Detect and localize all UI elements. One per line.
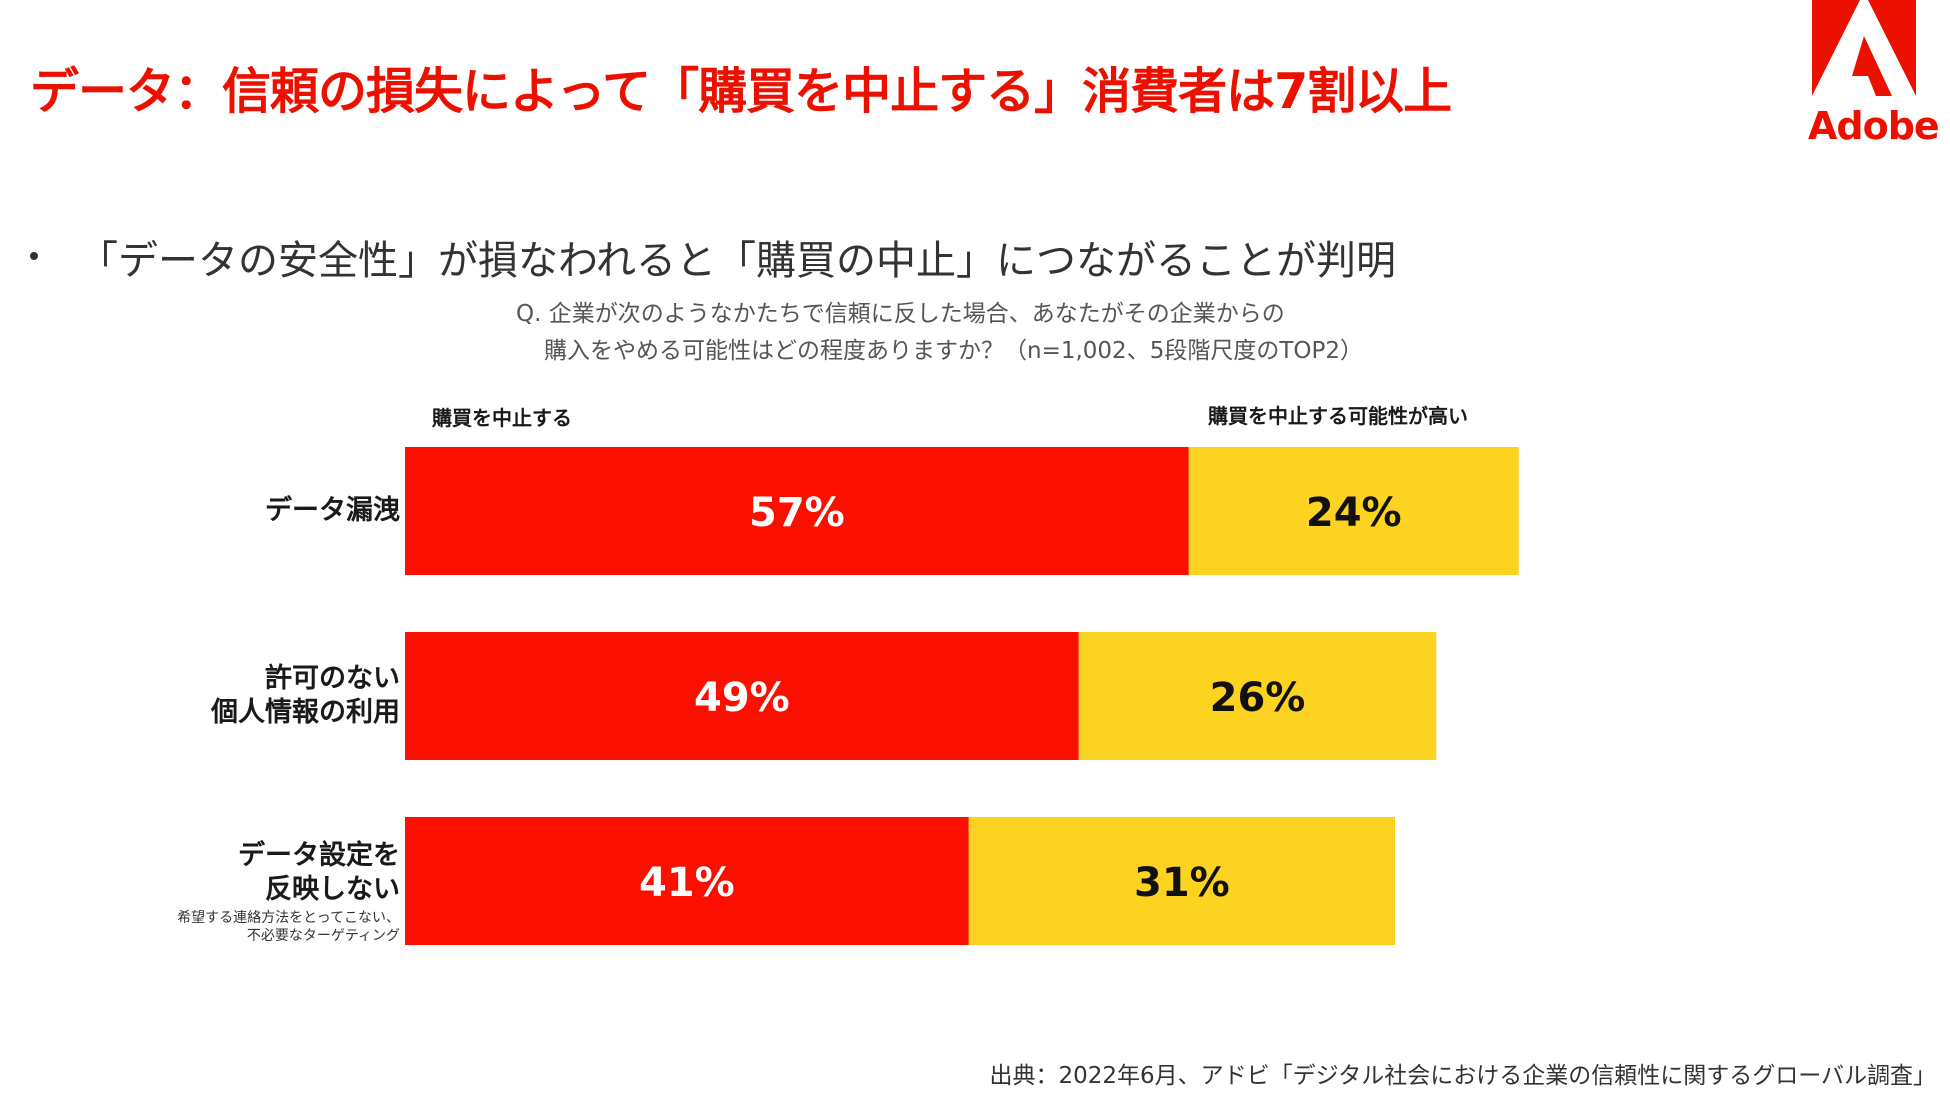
source-citation: 出典：2022年6月、アドビ「デジタル社会における企業の信頼性に関するグローバル… xyxy=(989,1063,1936,1089)
data-label-likely-2: 31% xyxy=(1134,860,1230,906)
category-label-2: データ設定を 反映しない xyxy=(238,840,400,905)
adobe-logo-icon xyxy=(1812,0,1916,96)
page-title: データ：信頼の損失によって「購買を中止する」消費者は7割以上 xyxy=(30,63,1452,120)
bar-stop-0 xyxy=(405,447,1189,575)
bullet-icon xyxy=(30,252,38,260)
question-line-1: Q. 企業が次のようなかたちで信頼に反した場合、あなたがその企業からの xyxy=(516,301,1285,327)
data-label-likely-1: 26% xyxy=(1210,675,1306,721)
survey-question: Q. 企業が次のようなかたちで信頼に反した場合、あなたがその企業からの 購入をや… xyxy=(516,296,1363,370)
bar-likely-1 xyxy=(1078,632,1437,760)
data-label-stop-2: 41% xyxy=(639,860,735,906)
legend-stop-purchase: 購買を中止する xyxy=(432,406,572,430)
adobe-logo: Adobe xyxy=(1808,0,1940,150)
bullet-text: 「データの安全性」が損なわれると「購買の中止」につながることが判明 xyxy=(78,238,1396,284)
category-label-0: データ漏洩 xyxy=(265,495,400,526)
bar-likely-0 xyxy=(1188,447,1519,575)
category-label-1: 許可のない 個人情報の利用 xyxy=(211,663,400,728)
bar-likely-2 xyxy=(968,817,1395,945)
bar-stop-2 xyxy=(405,817,969,945)
bar-stop-1 xyxy=(405,632,1079,760)
data-label-stop-0: 57% xyxy=(749,490,845,536)
legend-likely-stop-purchase: 購買を中止する可能性が高い xyxy=(1208,404,1468,428)
category-note-2: 希望する連絡方法をとってこない、 不必要なターゲティング xyxy=(177,910,400,944)
adobe-logo-text: Adobe xyxy=(1808,104,1940,148)
data-label-likely-0: 24% xyxy=(1306,490,1402,536)
question-line-2: 購入をやめる可能性はどの程度ありますか？（n=1,002、5段階尺度のTOP2） xyxy=(544,338,1363,364)
data-label-stop-1: 49% xyxy=(694,675,790,721)
